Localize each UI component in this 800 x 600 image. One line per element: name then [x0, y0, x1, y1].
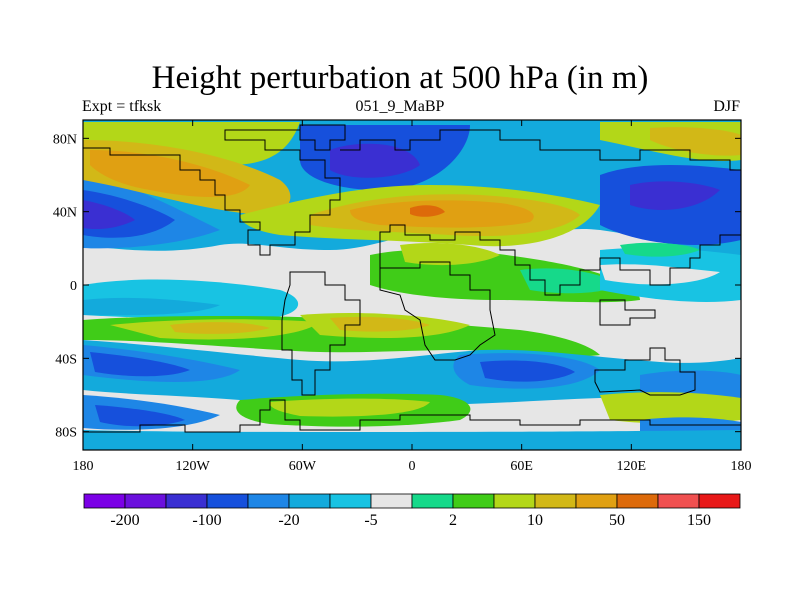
contour-southern-blue [83, 340, 741, 405]
contour-south-pac-low-core [90, 352, 190, 377]
colorbar-swatch [83, 493, 126, 509]
contour-arctic-core [330, 143, 420, 178]
colorbar-swatch [124, 493, 167, 509]
colorbar-swatch [534, 493, 577, 509]
contour-pacific-high-core [90, 150, 250, 197]
x-tick-label: 0 [409, 459, 416, 474]
plot-title: Height perturbation at 500 hPa (in m) [151, 60, 649, 96]
colorbar-swatch [575, 493, 618, 509]
y-tick-label: 80S [55, 426, 77, 441]
outline-africa [379, 261, 496, 361]
contour-eurasia-ridge-peak [410, 205, 445, 217]
contour-tropics-yellow [400, 243, 500, 266]
contour-eq-east-light [600, 264, 720, 285]
colorbar-label: -100 [192, 512, 221, 529]
colorbar-swatch [411, 493, 454, 509]
x-tick-label: 180 [73, 459, 94, 474]
outline-indonesia [599, 299, 656, 326]
outline-greenland [299, 124, 346, 151]
experiment-label: Expt = tfksk [82, 98, 162, 115]
colorbar-swatch [288, 493, 331, 509]
contour-eurasia-ridge-core [350, 200, 534, 228]
contour-field [83, 120, 741, 450]
colorbar-swatch [165, 493, 208, 509]
colorbar-swatch [657, 493, 700, 509]
season-label: DJF [713, 98, 740, 115]
contour-polar-bottom-blue [83, 430, 741, 450]
contour-south-gold [170, 322, 270, 334]
colorbar-label: 150 [687, 512, 711, 529]
colorbar-swatch [329, 493, 372, 509]
colorbar-swatch [698, 493, 741, 509]
contour-polar-high-e [600, 392, 741, 424]
contour-eq-east-green [620, 242, 700, 257]
contour-arctic-ridge-east-core [650, 127, 741, 156]
colorbar-label: 2 [449, 512, 457, 529]
y-tick-label: 0 [70, 279, 77, 294]
colorbar: -200 -100 -20 -5 2 10 50 150 [83, 493, 741, 529]
outline-antarctica [83, 399, 741, 433]
axis-ticks: 180 120W 60W 0 60E 120E 180 80N 40N 0 40S 80S [53, 120, 752, 474]
colorbar-label: 50 [609, 512, 625, 529]
outline-eurasia [340, 129, 741, 296]
colorbar-label: 10 [527, 512, 543, 529]
x-tick-label: 120W [176, 459, 211, 474]
contour-south-ind-core [480, 360, 575, 382]
colorbar-swatch [206, 493, 249, 509]
colorbar-swatch [616, 493, 659, 509]
colorbar-swatch [493, 493, 536, 509]
outline-australia [594, 347, 696, 396]
y-tick-label: 40N [53, 206, 77, 221]
colorbar-swatch [452, 493, 495, 509]
contour-arctic-ridge [83, 122, 300, 165]
colorbar-swatch [247, 493, 290, 509]
colorbar-label: -20 [278, 512, 299, 529]
x-tick-label: 180 [731, 459, 752, 474]
y-tick-label: 40S [55, 352, 77, 367]
colorbar-label: -200 [110, 512, 139, 529]
contour-polar-low-w-core [95, 405, 185, 427]
contour-npac-core [83, 200, 135, 230]
x-tick-label: 60W [289, 459, 317, 474]
case-label: 051_9_MaBP [355, 98, 445, 115]
colorbar-label: -5 [364, 512, 377, 529]
continent-outlines [83, 124, 741, 433]
x-tick-label: 60E [510, 459, 533, 474]
contour-south-atl-gold [330, 316, 430, 332]
contour-polar-yellow [269, 398, 430, 417]
outline-south-america [281, 271, 361, 396]
contour-eq-pacific-blue2 [83, 297, 220, 316]
colorbar-swatch [370, 493, 413, 509]
contour-asia-core [630, 181, 720, 210]
y-tick-label: 80N [53, 132, 77, 147]
outline-north-america [83, 125, 341, 256]
x-tick-label: 120E [617, 459, 647, 474]
